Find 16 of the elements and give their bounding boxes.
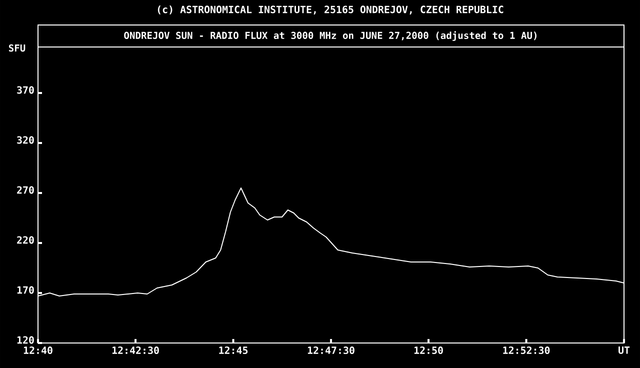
y-tick-label: 370 bbox=[17, 86, 34, 94]
chart-title: (c) ASTRONOMICAL INSTITUTE, 25165 ONDREJOV, CZECH REPUBLIC bbox=[158, 6, 504, 14]
x-tick-label: UT bbox=[618, 346, 630, 354]
y-tick-label: 220 bbox=[17, 236, 34, 244]
x-tick-label: 12:50 bbox=[414, 346, 443, 354]
y-tick-label: 120 bbox=[17, 336, 34, 344]
x-tick-label: 12:52:30 bbox=[503, 346, 550, 354]
y-tick-label: 270 bbox=[17, 186, 34, 194]
x-tick-label: 12:45 bbox=[219, 346, 248, 354]
y-tick-label: 320 bbox=[17, 136, 34, 144]
y-tick-label: 170 bbox=[17, 286, 34, 294]
chart-subtitle: ONDREJOV SUN - RADIO FLUX at 3000 MHz on JUNE 27,2000 (adjusted to 1 AU) bbox=[124, 31, 536, 41]
y-axis-title: SFU bbox=[8, 44, 26, 52]
x-tick-label: 12:47:30 bbox=[308, 346, 354, 354]
x-tick-label: 12:42:30 bbox=[112, 346, 159, 354]
x-tick-label: 12:40 bbox=[24, 346, 52, 354]
